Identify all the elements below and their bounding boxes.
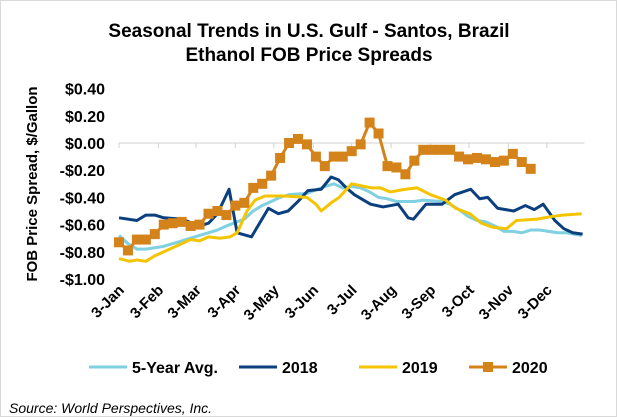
- x-tick-label: 3-Aug: [358, 282, 400, 324]
- legend-label: 2018: [282, 360, 318, 377]
- chart-title-line-2: Ethanol FOB Price Spreads: [185, 45, 432, 66]
- y-tick-label: -$0.80: [60, 245, 105, 262]
- data-point-marker: [418, 144, 429, 155]
- data-point-marker: [158, 219, 169, 230]
- data-point-marker: [328, 151, 339, 162]
- data-point-marker: [167, 218, 178, 229]
- data-point-marker: [480, 154, 491, 165]
- series-line: [117, 182, 582, 251]
- data-point-marker: [284, 138, 295, 148]
- x-tick-label: 3-Dec: [515, 282, 556, 323]
- data-point-marker: [221, 210, 232, 221]
- data-point-marker: [203, 208, 214, 219]
- y-axis-label: FOB Price Spread, $/Gallon: [24, 86, 41, 281]
- x-tick-label: 3-Feb: [127, 282, 167, 322]
- legend-item: 2019: [359, 360, 438, 377]
- legend-item: 2018: [239, 360, 318, 377]
- legend-marker: [483, 362, 493, 372]
- data-point-marker: [337, 151, 348, 162]
- data-point-marker: [131, 234, 142, 245]
- data-point-marker: [445, 144, 456, 155]
- x-tick-label: 3-Oct: [439, 282, 478, 321]
- data-point-marker: [301, 139, 312, 150]
- chart-title-line-1: Seasonal Trends in U.S. Gulf - Santos, B…: [108, 21, 509, 42]
- data-point-marker: [507, 148, 518, 159]
- data-point-marker: [427, 144, 438, 155]
- y-tick-label: $0.00: [65, 136, 105, 153]
- data-point-marker: [409, 155, 420, 166]
- data-point-marker: [248, 182, 259, 193]
- data-point-marker: [391, 162, 402, 173]
- data-point-marker: [212, 206, 223, 216]
- data-point-marker: [176, 216, 187, 227]
- data-point-marker: [489, 157, 500, 168]
- legend-label: 2019: [402, 360, 438, 377]
- x-tick-label: 3-May: [241, 281, 284, 324]
- series-2020: [114, 117, 536, 256]
- series-2019: [118, 182, 582, 263]
- series-5-year-avg-: [117, 182, 582, 251]
- x-tick-label: 3-Jun: [282, 282, 322, 322]
- data-point-marker: [516, 157, 527, 168]
- y-tick-label: $0.20: [65, 109, 105, 126]
- data-point-marker: [293, 133, 303, 144]
- data-point-marker: [364, 117, 375, 128]
- y-tick-label: -$0.40: [60, 190, 105, 207]
- x-tick-label: 3-Jul: [324, 282, 361, 319]
- data-point-marker: [230, 200, 241, 211]
- data-point-marker: [373, 128, 384, 139]
- legend-item: 5-Year Avg.: [89, 360, 218, 377]
- data-point-marker: [463, 154, 474, 165]
- data-point-marker: [319, 161, 330, 172]
- y-tick-label: -$0.60: [60, 218, 105, 235]
- legend-label: 5-Year Avg.: [132, 360, 218, 377]
- series-line: [118, 182, 582, 263]
- data-point-marker: [310, 151, 321, 162]
- data-point-marker: [194, 219, 205, 230]
- data-point-marker: [266, 170, 277, 181]
- series-2018: [118, 175, 583, 239]
- data-point-marker: [114, 237, 124, 248]
- x-tick-label: 3-Sep: [398, 282, 439, 323]
- data-point-marker: [185, 220, 196, 231]
- data-point-marker: [472, 152, 482, 163]
- data-point-marker: [346, 146, 357, 157]
- data-point-marker: [525, 163, 536, 174]
- data-point-marker: [382, 161, 393, 172]
- data-point-marker: [355, 139, 366, 150]
- data-point-marker: [454, 151, 465, 162]
- data-point-marker: [239, 197, 250, 208]
- data-point-marker: [122, 245, 133, 256]
- data-point-marker: [400, 169, 411, 180]
- data-point-marker: [140, 234, 151, 245]
- x-tick-label: 3-Nov: [476, 281, 518, 323]
- series-line: [118, 175, 583, 239]
- y-tick-label: $0.40: [65, 82, 105, 99]
- data-point-marker: [436, 144, 447, 155]
- legend-label: 2020: [512, 360, 548, 377]
- y-tick-label: -$1.00: [60, 272, 105, 289]
- y-tick-label: -$0.20: [60, 163, 105, 180]
- data-point-marker: [149, 229, 160, 240]
- x-tick-label: 3-Apr: [204, 282, 244, 322]
- source-note: Source: World Perspectives, Inc.: [9, 400, 212, 416]
- data-point-marker: [498, 155, 509, 166]
- x-tick-label: 3-Mar: [164, 282, 204, 322]
- data-point-marker: [275, 152, 286, 163]
- legend-item: 2020: [469, 360, 548, 377]
- data-point-marker: [257, 178, 268, 189]
